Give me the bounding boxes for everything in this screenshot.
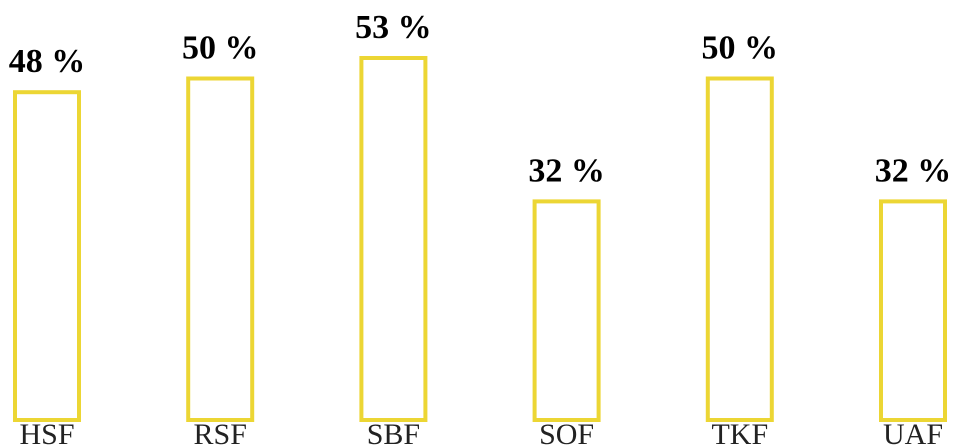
bar-rsf <box>186 76 255 422</box>
bar-uaf <box>879 199 947 422</box>
value-label-hsf: 48 % <box>9 43 86 80</box>
bar-sof <box>532 199 601 422</box>
category-labels-group: HSF RSF SBF SOF TKF UAF <box>19 418 943 446</box>
bar-sbf <box>359 56 428 422</box>
bar-tkf <box>705 76 774 422</box>
category-label-uaf: UAF <box>883 418 943 446</box>
value-label-uaf: 32 % <box>875 152 952 189</box>
category-label-sof: SOF <box>539 418 594 446</box>
bar-hsf <box>13 90 81 422</box>
value-labels-group: 48 % 50 % 53 % 32 % 50 % 32 % <box>9 9 952 189</box>
bars-group <box>13 56 947 422</box>
value-label-tkf: 50 % <box>702 30 779 67</box>
category-label-sbf: SBF <box>367 418 420 446</box>
value-label-rsf: 50 % <box>182 30 259 67</box>
value-label-sbf: 53 % <box>355 9 432 46</box>
category-label-tkf: TKF <box>711 418 768 446</box>
value-label-sof: 32 % <box>528 152 605 189</box>
category-label-hsf: HSF <box>19 418 74 446</box>
category-label-rsf: RSF <box>194 418 247 446</box>
